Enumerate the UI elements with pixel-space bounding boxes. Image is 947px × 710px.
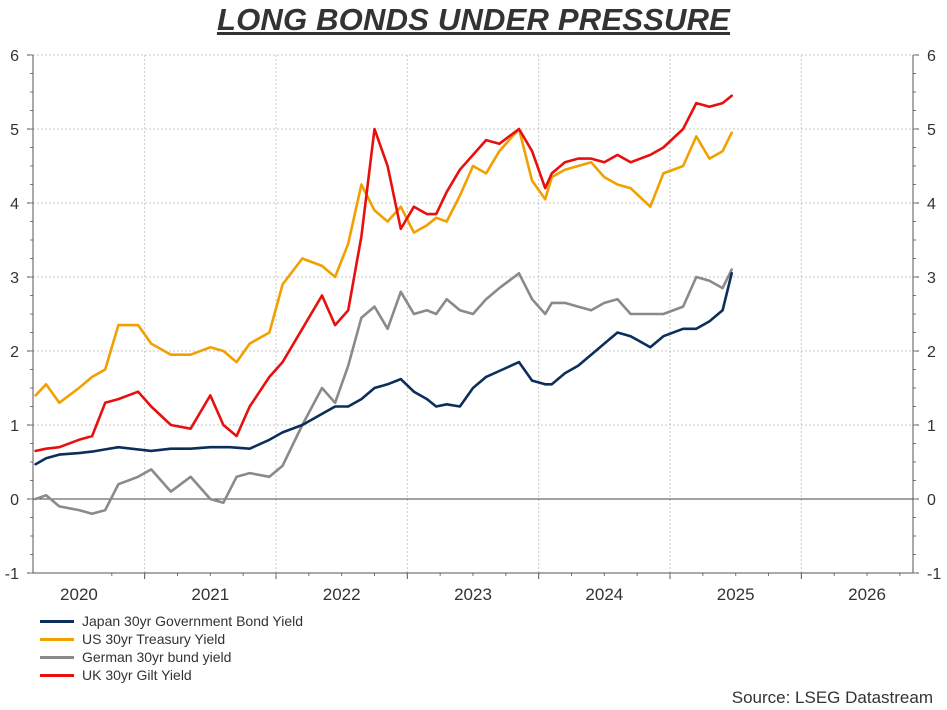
y-tick-label-right: 4 [927,196,936,213]
legend-label-uk: UK 30yr Gilt Yield [82,667,192,683]
y-tick-label-left: -1 [5,566,19,583]
x-tick-label: 2025 [717,585,755,604]
y-tick-label-right: 2 [927,344,936,361]
x-tick-label: 2024 [585,585,623,604]
legend-swatch-german [40,655,74,659]
legend-item-german: German 30yr bund yield [40,648,303,666]
x-tick-label: 2022 [323,585,361,604]
x-tick-label: 2026 [848,585,886,604]
y-tick-label-right: 0 [927,492,936,509]
y-tick-label-right: 5 [927,122,936,139]
y-tick-label-left: 1 [10,418,19,435]
legend-label-japan: Japan 30yr Government Bond Yield [82,613,304,629]
legend-swatch-japan [40,619,74,623]
legend: Japan 30yr Government Bond Yield US 30yr… [40,612,303,684]
y-tick-label-left: 5 [10,122,19,139]
series-line-german [34,268,734,516]
y-tick-label-left: 0 [10,492,19,509]
series-line-us [34,127,734,405]
x-tick-label: 2021 [191,585,229,604]
y-tick-label-left: 2 [10,344,19,361]
y-tick-label-left: 6 [10,48,19,65]
series-lines [34,94,734,516]
legend-swatch-uk [40,673,74,677]
axes: -1 -1 0 0 1 1 2 2 3 3 4 4 5 5 6 6 2020 2021 2022 2023 2024 20… [5,48,942,604]
y-tick-label-left: 3 [10,270,19,287]
y-tick-label-right: 1 [927,418,936,435]
x-tick-label: 2023 [454,585,492,604]
chart-title: LONG BONDS UNDER PRESSURE [216,2,731,37]
legend-item-uk: UK 30yr Gilt Yield [40,666,303,684]
x-tick-label: 2020 [60,585,98,604]
legend-swatch-us [40,637,74,641]
y-tick-label-right: 6 [927,48,936,65]
legend-item-us: US 30yr Treasury Yield [40,630,303,648]
y-tick-label-right: 3 [927,270,936,287]
series-line-uk [34,94,734,453]
series-line-japan [34,271,734,466]
y-tick-label-right: -1 [927,566,941,583]
legend-label-german: German 30yr bund yield [82,649,232,665]
source-note: Source: LSEG Datastream [731,688,933,707]
legend-label-us: US 30yr Treasury Yield [82,631,226,647]
y-tick-label-left: 4 [10,196,19,213]
legend-item-japan: Japan 30yr Government Bond Yield [40,612,303,630]
